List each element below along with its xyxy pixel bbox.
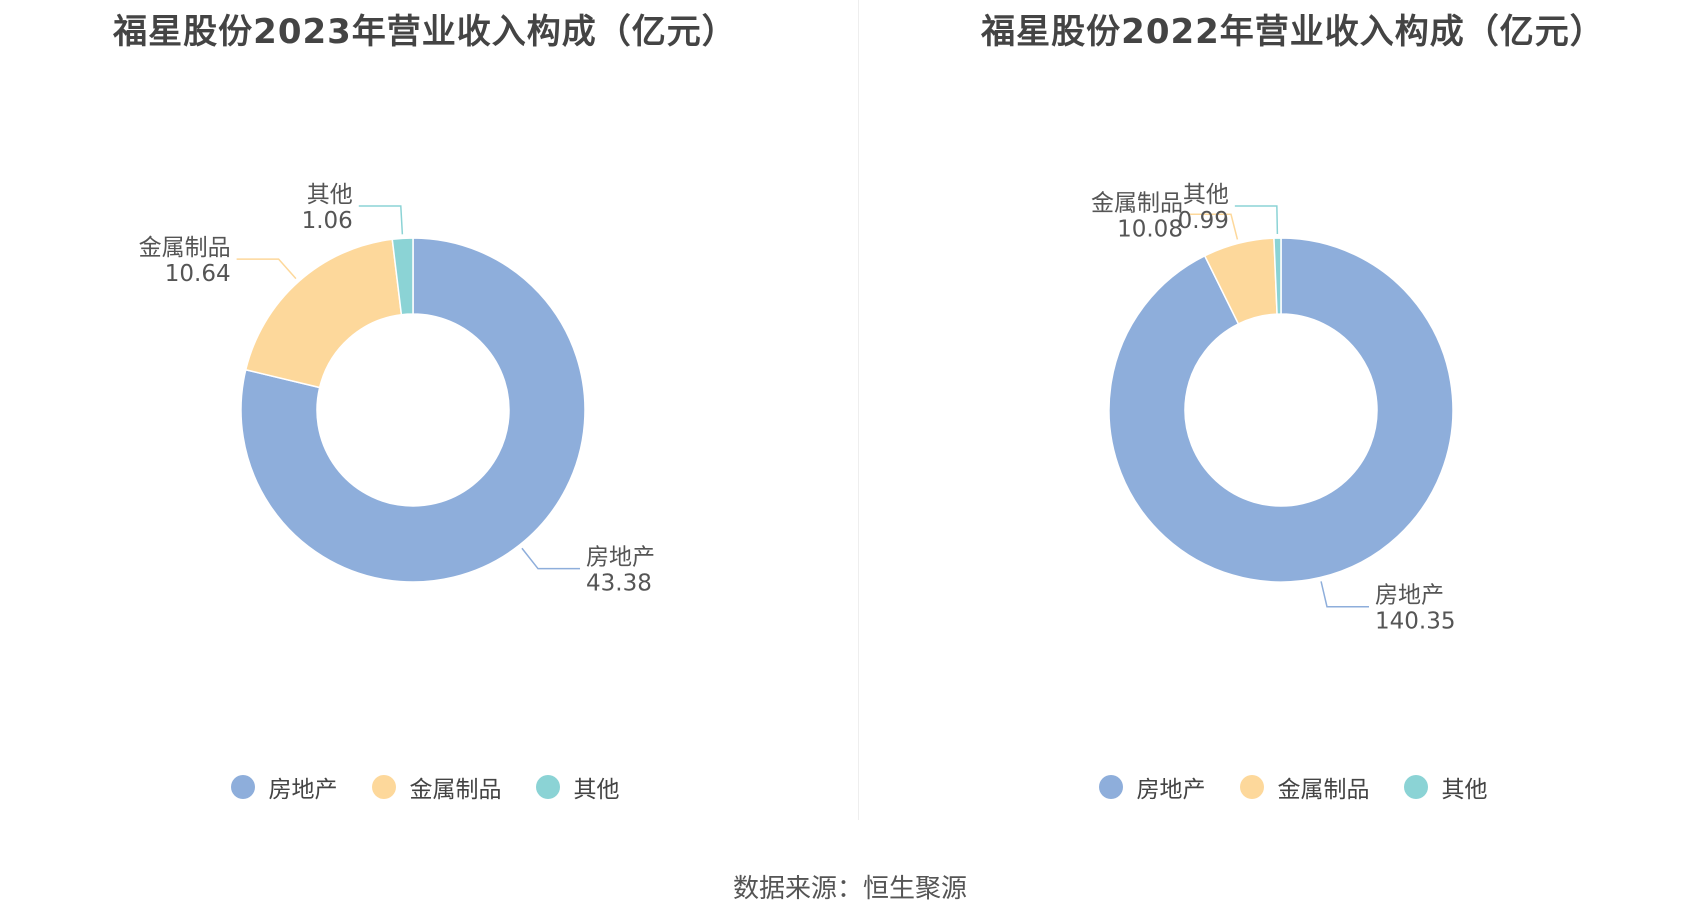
slice-label-category: 房地产 [1375, 583, 1444, 609]
legend-swatch [1239, 775, 1264, 799]
donut-slice[interactable] [1108, 237, 1454, 583]
legend-label: 房地产 [1136, 777, 1206, 803]
donut-slice[interactable] [391, 237, 414, 316]
legend-swatch [371, 775, 396, 799]
legend-swatch [230, 775, 255, 799]
chart-title: 福星股份2023年营业收入构成（亿元） [113, 12, 737, 52]
legend-swatch [535, 775, 560, 799]
donut-slice[interactable] [244, 238, 403, 389]
donut-slice[interactable] [1273, 237, 1282, 315]
legend-item-other[interactable]: 其他 [535, 770, 620, 804]
slice-label-category: 金属制品 [139, 235, 231, 261]
legend-swatch [1098, 775, 1123, 799]
slice-label-category: 其他 [1183, 182, 1229, 208]
slice-label-value: 10.64 [165, 261, 231, 287]
legend-label: 其他 [1441, 777, 1488, 803]
leader-line [1188, 213, 1239, 240]
leader-line [236, 258, 297, 280]
slice-label-category: 金属制品 [1091, 190, 1183, 216]
chart-panel-2023: 福星股份2023年营业收入构成（亿元） 房地产 43.38 金属制品 10.64 其他 1… [0, 0, 850, 820]
slice-label-value: 0.99 [1178, 208, 1229, 234]
legend-label: 其他 [573, 777, 620, 803]
legend-item-real-estate[interactable]: 房地产 [230, 770, 338, 804]
legend-item-metal-products[interactable]: 金属制品 [371, 770, 502, 804]
data-source-note: 数据来源：恒生聚源 [732, 874, 967, 904]
slice-label-category: 房地产 [586, 545, 655, 571]
legend-label: 房地产 [268, 777, 338, 803]
slice-label-value: 43.38 [586, 571, 652, 597]
slice-label-value: 1.06 [302, 208, 353, 234]
chart-title: 福星股份2022年营业收入构成（亿元） [981, 12, 1605, 52]
leader-line [521, 547, 581, 570]
chart-panel-2022: 福星股份2022年营业收入构成（亿元） 房地产 140.35 金属制品 10.08 其他… [868, 0, 1700, 820]
donut-slice[interactable] [240, 237, 586, 583]
leader-line [1234, 205, 1279, 235]
panel-divider [858, 0, 859, 820]
legend: 房地产 金属制品 其他 [0, 770, 850, 804]
slice-label-category: 其他 [307, 182, 353, 208]
slice-label-value: 10.08 [1117, 216, 1183, 242]
leader-line [1320, 581, 1369, 608]
slice-label-value: 140.35 [1375, 609, 1455, 635]
legend: 房地产 金属制品 其他 [868, 770, 1700, 804]
legend-item-other[interactable]: 其他 [1403, 770, 1488, 804]
legend-label: 金属制品 [409, 777, 502, 803]
legend-label: 金属制品 [1277, 777, 1370, 803]
legend-item-metal-products[interactable]: 金属制品 [1239, 770, 1370, 804]
legend-item-real-estate[interactable]: 房地产 [1098, 770, 1206, 804]
legend-swatch [1403, 775, 1428, 799]
leader-line [358, 205, 404, 235]
